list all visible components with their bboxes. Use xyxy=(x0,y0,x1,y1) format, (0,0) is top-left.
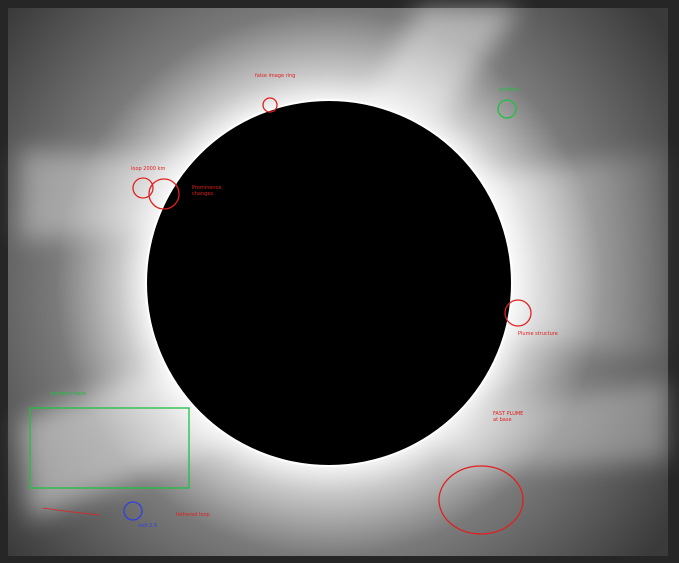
annotation-label: at base xyxy=(493,417,512,423)
box-mark xyxy=(29,407,190,489)
ring-mark xyxy=(123,501,143,521)
annotation-label: Plume structure xyxy=(518,331,558,337)
annotation-marks xyxy=(29,97,532,535)
ring-mark xyxy=(262,97,278,113)
moon-disk xyxy=(147,101,511,465)
annotation-label: FAST PLUME xyxy=(493,411,523,417)
ring-mark xyxy=(497,99,517,119)
annotation-label: tethered loop xyxy=(176,512,210,518)
annotation-label: changes xyxy=(192,191,213,197)
ring-mark xyxy=(504,299,532,327)
ring-mark xyxy=(132,177,154,199)
arrow-mark xyxy=(42,507,101,516)
annotation-label: Prominence xyxy=(192,185,221,191)
annotation-label: nolt 2.5 xyxy=(138,523,157,529)
annotation-label: artifacts xyxy=(499,87,520,93)
ring-mark xyxy=(148,178,180,210)
annotation-label: false image ring xyxy=(255,73,295,79)
ring-mark xyxy=(438,465,524,535)
annotation-label: loop 2000 km xyxy=(131,166,165,172)
annotation-label: streamer base xyxy=(50,391,86,397)
streamers xyxy=(20,8,668,520)
